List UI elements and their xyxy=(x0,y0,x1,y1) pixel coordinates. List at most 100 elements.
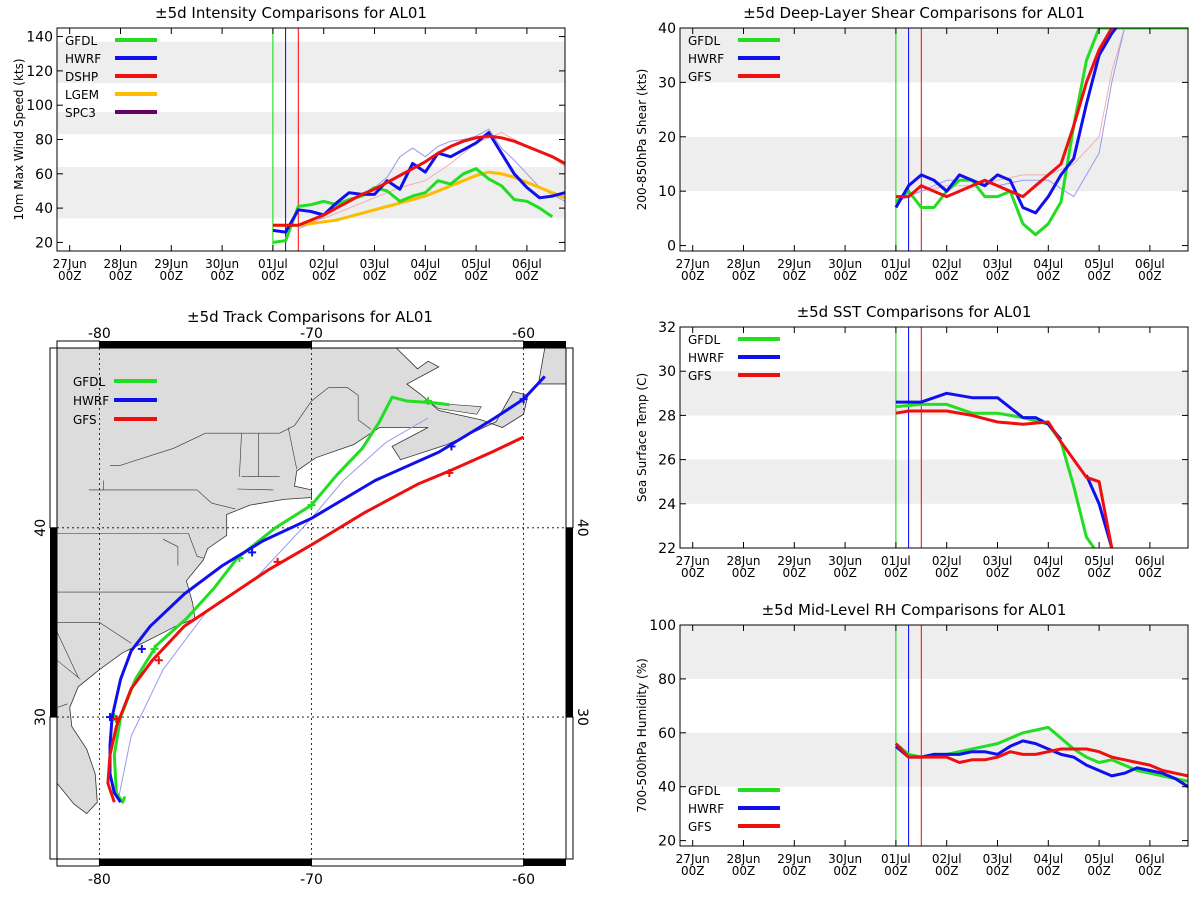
series-group xyxy=(894,725,1188,788)
land-mass xyxy=(537,348,566,385)
x-tick-label: 00Z xyxy=(681,269,705,283)
x-tick-label: 05Jul xyxy=(1084,852,1114,866)
y-tick-label: 120 xyxy=(26,64,53,80)
x-tick-label: 00Z xyxy=(884,269,908,283)
series-line-gfdl xyxy=(894,28,1188,237)
frame-bar xyxy=(566,527,573,718)
x-tick-label: 28Jun xyxy=(726,554,760,568)
x-tick-label: 00Z xyxy=(833,566,857,580)
shaded-band xyxy=(57,112,565,135)
series-line-ens-red xyxy=(895,28,1125,198)
legend-label: GFDL xyxy=(73,375,105,389)
x-tick-label: 01Jul xyxy=(881,257,911,271)
series-group xyxy=(894,28,1188,237)
x-tick-label: 00Z xyxy=(210,269,234,283)
legend-label: GFDL xyxy=(688,34,720,48)
legend-label: HWRF xyxy=(688,802,724,816)
x-tick-label: 00Z xyxy=(1087,566,1111,580)
series-line-hwrf xyxy=(894,739,1188,788)
shaded-band xyxy=(680,625,1188,679)
series-line-gfdl xyxy=(272,167,554,244)
state-border xyxy=(162,538,179,566)
land-mass xyxy=(429,402,482,415)
x-tick-label: 00Z xyxy=(1087,864,1111,878)
series-line-dshp xyxy=(272,134,565,227)
x-tick-label: 02Jul xyxy=(309,257,339,271)
x-tick-label: 02Jul xyxy=(932,852,962,866)
x-tick-label: 29Jun xyxy=(777,852,811,866)
y-axis-label: 200-850hPa Shear (kts) xyxy=(635,69,649,211)
plot-frame xyxy=(679,326,1189,549)
frame-bar xyxy=(523,341,566,348)
frame-bar xyxy=(523,859,566,866)
x-tick-label: 00Z xyxy=(1138,566,1162,580)
x-tick-label: 06Jul xyxy=(1135,257,1165,271)
legend-label: HWRF xyxy=(73,394,109,408)
lat-tick-label: 30 xyxy=(33,708,49,726)
x-tick-label: 03Jul xyxy=(983,257,1013,271)
y-tick-label: 0 xyxy=(667,239,676,255)
shaded-band xyxy=(680,732,1188,787)
series-line-gfs xyxy=(895,28,1115,199)
x-tick-label: 30Jun xyxy=(828,257,862,271)
y-axis-label: 700-500hPa Humidity (%) xyxy=(635,658,649,813)
x-tick-label: 00Z xyxy=(935,566,959,580)
legend-label: GFS xyxy=(688,70,712,84)
state-border xyxy=(57,703,68,708)
y-tick-label: 140 xyxy=(26,30,53,46)
state-border xyxy=(239,433,242,477)
x-tick-label: 29Jun xyxy=(154,257,188,271)
x-tick-label: 27Jun xyxy=(676,554,710,568)
x-tick-label: 00Z xyxy=(464,269,488,283)
rh-chart: 2040608010027Jun00Z28Jun00Z29Jun00Z30Jun… xyxy=(635,601,1189,878)
lon-tick-label: -60 xyxy=(512,872,535,888)
x-tick-label: 28Jun xyxy=(103,257,137,271)
x-tick-label: 00Z xyxy=(935,864,959,878)
x-tick-label: 05Jul xyxy=(1084,554,1114,568)
shaded-band xyxy=(680,459,1188,504)
series-line-hwrf xyxy=(894,28,1118,215)
frame-bar xyxy=(565,347,574,529)
lat-tick-label: 40 xyxy=(33,519,49,537)
x-tick-label: 30Jun xyxy=(828,554,862,568)
x-tick-label: 00Z xyxy=(160,269,184,283)
shaded-band xyxy=(680,136,1188,192)
legend-label: GFDL xyxy=(688,784,720,798)
frame-bar xyxy=(311,340,525,349)
lon-tick-label: -70 xyxy=(300,872,323,888)
shaded-band xyxy=(680,28,1188,83)
state-border xyxy=(188,533,204,559)
chart-title: ±5d SST Comparisons for AL01 xyxy=(797,303,1032,321)
x-tick-label: 00Z xyxy=(935,269,959,283)
lon-tick-label: -80 xyxy=(88,326,111,342)
x-tick-label: 04Jul xyxy=(1033,554,1063,568)
chart-title: ±5d Mid-Level RH Comparisons for AL01 xyxy=(762,601,1067,619)
x-tick-label: 29Jun xyxy=(777,554,811,568)
x-tick-label: 00Z xyxy=(681,566,705,580)
x-tick-label: 00Z xyxy=(109,269,133,283)
legend-label: DSHP xyxy=(65,70,98,84)
x-tick-label: 00Z xyxy=(363,269,387,283)
x-tick-label: 00Z xyxy=(515,269,539,283)
y-tick-label: 32 xyxy=(658,320,676,336)
y-tick-label: 40 xyxy=(658,21,676,37)
chart-title: ±5d Deep-Layer Shear Comparisons for AL0… xyxy=(743,4,1085,22)
x-tick-label: 05Jul xyxy=(1084,257,1114,271)
y-tick-label: 24 xyxy=(658,497,676,513)
x-tick-label: 02Jul xyxy=(932,257,962,271)
x-tick-label: 00Z xyxy=(783,566,807,580)
y-tick-label: 60 xyxy=(35,167,53,183)
frame-bar xyxy=(565,716,574,860)
track-group xyxy=(106,375,546,804)
frame-bar xyxy=(49,347,58,529)
y-tick-label: 100 xyxy=(26,98,53,114)
x-tick-label: 00Z xyxy=(681,864,705,878)
frame-bar xyxy=(56,340,100,349)
y-tick-label: 30 xyxy=(658,75,676,91)
y-tick-label: 30 xyxy=(658,364,676,380)
x-tick-label: 05Jul xyxy=(461,257,491,271)
frame-bar xyxy=(99,859,312,866)
legend-label: GFS xyxy=(73,413,97,427)
x-tick-label: 00Z xyxy=(261,269,285,283)
state-border xyxy=(57,622,132,644)
